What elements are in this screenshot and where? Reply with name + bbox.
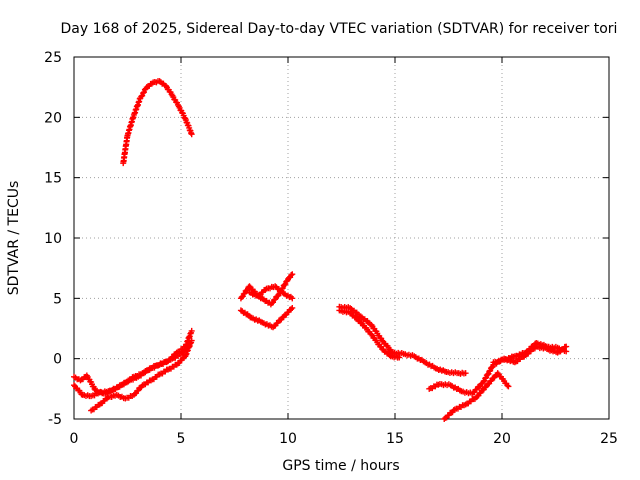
data-point-fill — [288, 272, 295, 279]
data-point-fill — [154, 78, 161, 85]
x-tick-label: 5 — [177, 431, 186, 447]
data-point-fill — [247, 314, 254, 321]
data-point-fill — [188, 130, 195, 137]
data-point-fill — [257, 318, 264, 325]
data-point-fill — [452, 369, 459, 376]
data-point-fill — [431, 364, 438, 371]
x-tick-label: 25 — [600, 431, 618, 447]
data-point-fill — [140, 90, 147, 97]
series-arc-1 — [120, 78, 195, 167]
data-point-fill — [510, 353, 517, 360]
grid-lines — [74, 57, 609, 419]
data-point-fill — [288, 306, 295, 313]
data-point-fill — [155, 371, 162, 378]
data-point-fill — [174, 101, 181, 108]
data-point-fill — [386, 352, 393, 359]
data-point — [505, 383, 512, 390]
y-tick-label: 0 — [53, 352, 62, 368]
data-point-fill — [378, 335, 385, 342]
data-point-fill — [78, 391, 85, 398]
data-point-fill — [142, 368, 149, 375]
x-tick-label: 15 — [386, 431, 404, 447]
data-point-fill — [116, 382, 123, 389]
data-point-fill — [86, 393, 93, 400]
data-point — [246, 283, 253, 290]
data-point-fill — [159, 360, 166, 367]
data-point-fill — [409, 352, 416, 359]
data-point-fill — [275, 292, 282, 299]
data-point-fill — [542, 343, 549, 350]
data-point-fill — [257, 295, 264, 302]
data-point-fill — [283, 278, 290, 285]
data-point-fill — [141, 86, 148, 93]
data-point — [289, 271, 296, 278]
y-tick-label: 10 — [44, 231, 62, 247]
y-tick-label: -5 — [48, 412, 62, 428]
series-arc-11 — [441, 370, 512, 422]
data-point — [71, 382, 77, 389]
series-arc-8 — [336, 303, 469, 377]
data-point-fill — [561, 348, 568, 355]
data-points — [71, 78, 570, 422]
data-point-fill — [133, 374, 140, 381]
y-tick-label: 15 — [44, 171, 62, 187]
data-point-fill — [138, 93, 145, 100]
data-point-fill — [398, 349, 405, 356]
axis-ticks: 0 5 10 15 20 25 -5 0 5 10 15 20 25 — [44, 50, 618, 447]
data-point-fill — [125, 377, 132, 384]
data-point-fill — [441, 368, 448, 375]
series-arc-12 — [490, 339, 570, 366]
y-tick-label: 20 — [44, 110, 62, 126]
data-point-fill — [456, 387, 463, 394]
y-axis-label: SDTVAR / TECUs — [6, 181, 22, 296]
y-tick-label: 25 — [44, 50, 62, 66]
series-arc-9 — [336, 307, 403, 361]
data-point-fill — [188, 339, 195, 346]
data-point-fill — [287, 293, 294, 300]
data-point-fill — [378, 343, 385, 350]
data-point-fill — [420, 358, 427, 365]
data-point-fill — [552, 343, 559, 350]
data-point-fill — [107, 388, 114, 395]
data-point-fill — [394, 354, 401, 361]
data-point-fill — [281, 281, 288, 288]
data-point-fill — [277, 289, 284, 296]
data-point-fill — [167, 356, 174, 363]
data-point-fill — [146, 377, 153, 384]
data-point-fill — [124, 134, 131, 141]
series-arc-6 — [237, 304, 296, 331]
y-tick-label: 5 — [53, 291, 62, 307]
x-tick-label: 0 — [70, 431, 79, 447]
data-point-fill — [504, 382, 511, 389]
data-point-fill — [150, 363, 157, 370]
data-point-fill — [279, 285, 286, 292]
x-tick-label: 20 — [493, 431, 511, 447]
data-point-fill — [163, 366, 170, 373]
series-arc-4 — [88, 337, 195, 414]
data-point-fill — [188, 329, 195, 336]
data-point-fill — [130, 114, 137, 121]
data-point-fill — [460, 370, 467, 377]
data-point-fill — [445, 381, 452, 388]
data-point-fill — [284, 277, 291, 284]
series-arc-7 — [246, 271, 296, 308]
x-tick-label: 10 — [279, 431, 297, 447]
x-axis-label: GPS time / hours — [282, 458, 399, 474]
chart-title: Day 168 of 2025, Sidereal Day-to-day VTE… — [61, 21, 618, 37]
